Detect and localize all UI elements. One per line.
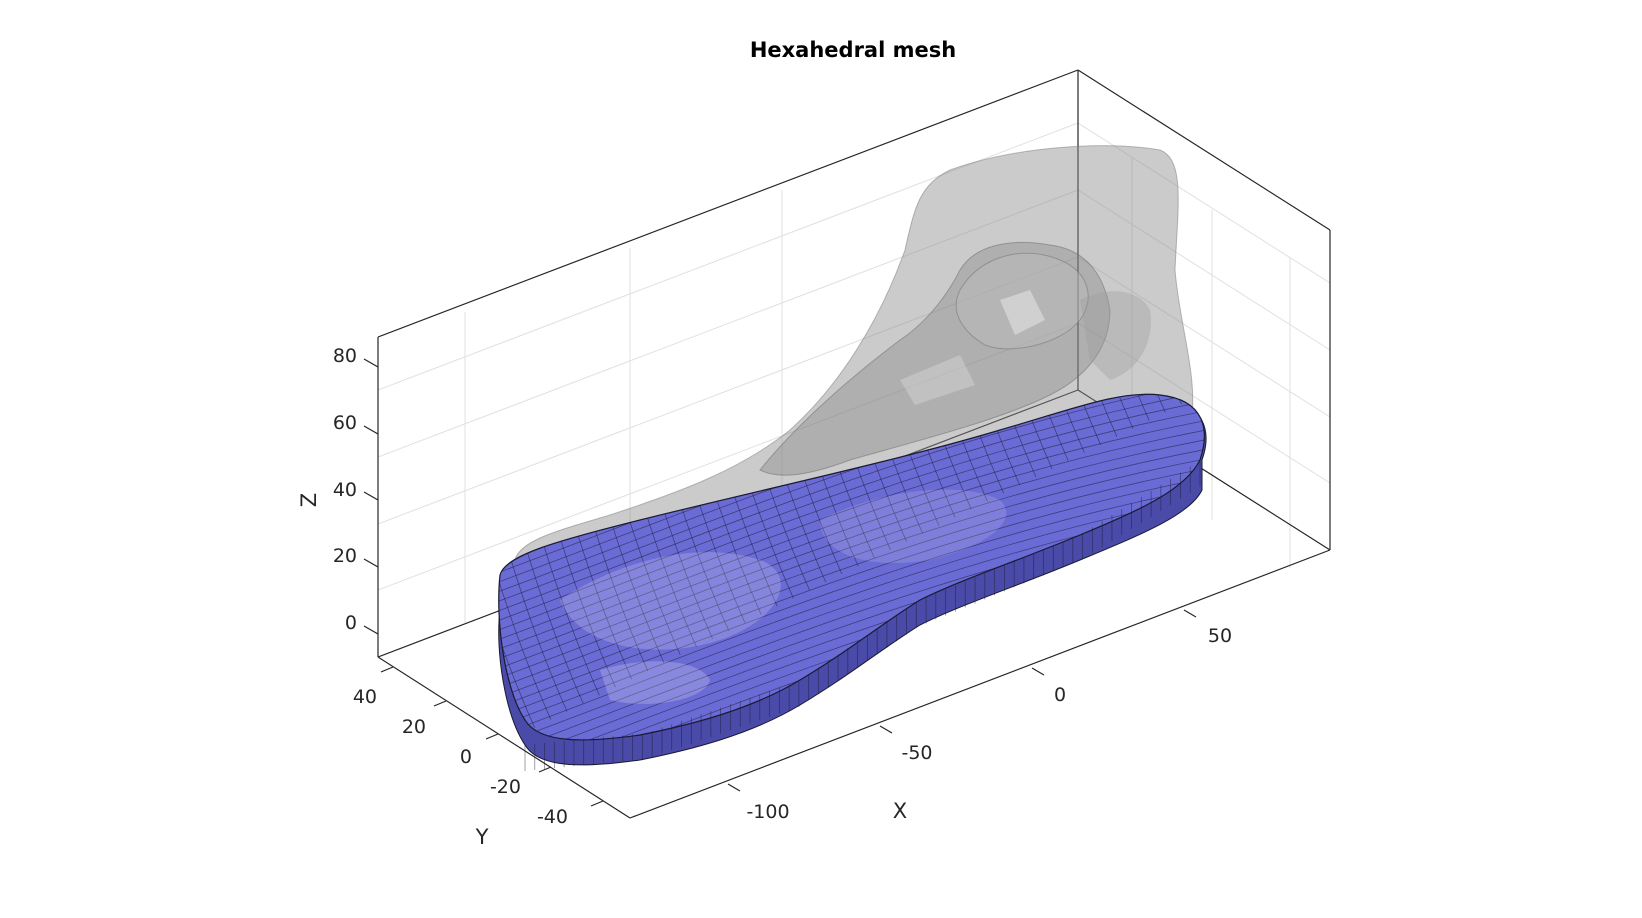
x-tick-label: 50 xyxy=(1208,625,1232,647)
z-tick-label: 40 xyxy=(333,479,357,501)
z-tick-label: 20 xyxy=(333,545,357,567)
y-tick-label: -40 xyxy=(537,806,568,828)
y-tick-label: 0 xyxy=(460,746,472,768)
z-tick-label: 80 xyxy=(333,345,357,367)
mesh-line xyxy=(1046,394,1118,437)
x-axis: -100 -50 0 50 X xyxy=(727,609,1232,823)
y-tick-label: 20 xyxy=(402,716,426,738)
mesh-line xyxy=(1030,394,1102,445)
mesh-line xyxy=(498,415,1205,657)
y-axis-label: Y xyxy=(475,825,489,849)
mesh-line xyxy=(498,482,1205,724)
mesh-line xyxy=(498,454,1205,695)
mesh-line xyxy=(498,406,1205,647)
mesh-line xyxy=(498,492,1205,734)
y-axis: 40 20 0 -20 -40 Y xyxy=(353,666,604,849)
grid-lines xyxy=(377,122,1331,623)
mesh-line xyxy=(498,473,1205,714)
x-tick-label: 0 xyxy=(1054,684,1066,706)
mesh-line xyxy=(498,425,1205,666)
mesh-line xyxy=(1078,394,1150,421)
hexahedral-sole-mesh xyxy=(416,393,1207,771)
mesh-line xyxy=(498,444,1205,686)
chart-title: Hexahedral mesh xyxy=(750,38,956,62)
mesh-line xyxy=(949,394,1021,486)
y-tick-label: -20 xyxy=(490,776,521,798)
z-axis: 80 60 40 20 0 Z xyxy=(297,345,379,635)
mesh-line xyxy=(981,394,1053,470)
x-tick-label: -50 xyxy=(901,742,932,764)
z-tick-label: 0 xyxy=(345,612,357,634)
mesh-line xyxy=(498,463,1205,705)
mesh-line xyxy=(498,396,1205,638)
mesh-line xyxy=(965,394,1037,478)
mesh-line xyxy=(1062,394,1134,429)
mesh-line xyxy=(498,434,1205,676)
y-tick-label: 40 xyxy=(353,686,377,708)
z-tick-label: 60 xyxy=(333,412,357,434)
mesh-line xyxy=(416,552,486,752)
mesh-line xyxy=(997,394,1069,462)
mesh-line xyxy=(1014,394,1085,453)
mesh-line xyxy=(498,527,536,728)
x-tick-label: -100 xyxy=(746,801,789,823)
mesh-line xyxy=(498,394,1205,628)
mesh-line xyxy=(498,394,1205,618)
z-axis-label: Z xyxy=(297,493,321,507)
x-axis-label: X xyxy=(893,799,907,823)
mesh-line xyxy=(498,394,1205,609)
